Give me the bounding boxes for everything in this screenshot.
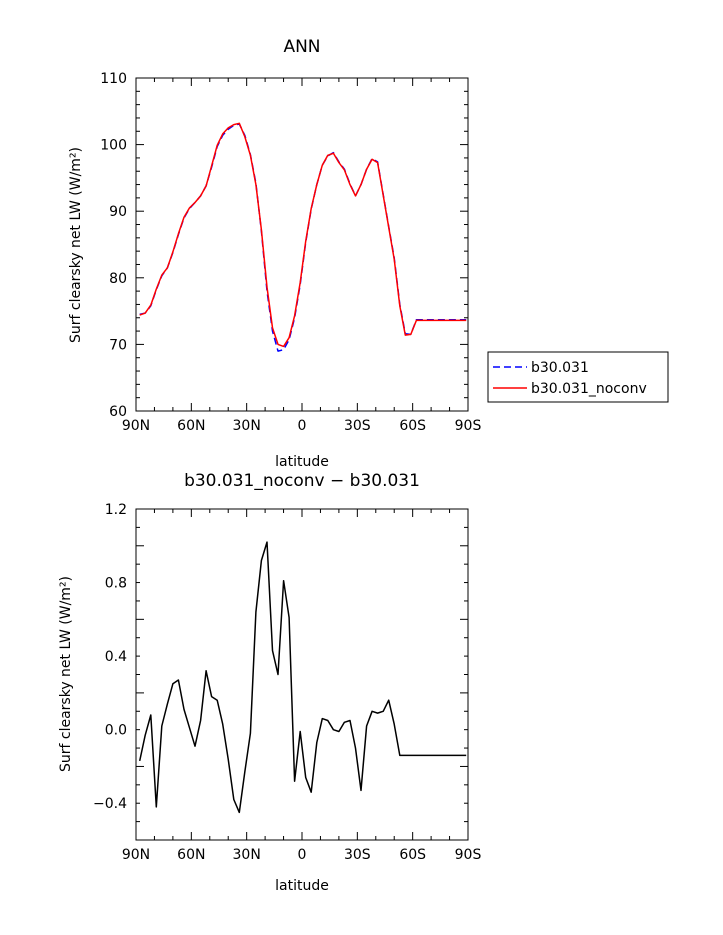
- y-tick-label: 0.0: [105, 723, 127, 739]
- y-tick-label: 0.8: [105, 576, 127, 592]
- panel-annual-mean: ANN 90N 60N 30N 0 30S 60S 90S 60 70 80 90 100 110 la…: [68, 37, 669, 470]
- x-tick-label: 0: [298, 847, 307, 863]
- y-tick-label: 0.4: [105, 649, 127, 665]
- x-tick-label: 0: [298, 418, 307, 434]
- plot-frame: [135, 77, 469, 412]
- x-tick-label: 90S: [455, 847, 482, 863]
- panel-difference: b30.031_noconv − b30.031 90N 60N 30N 0 30S 60…: [58, 471, 481, 894]
- x-tick-label: 60S: [399, 418, 426, 434]
- x-tick-label: 30S: [344, 847, 371, 863]
- x-tick-label: 90N: [122, 847, 150, 863]
- x-tick-label: 60N: [177, 847, 205, 863]
- x-tick-label: 30N: [233, 418, 261, 434]
- y-tick-label: 1.2: [105, 502, 127, 518]
- y-axis-label: Surf clearsky net LW (W/m²): [58, 576, 74, 772]
- legend: b30.031 b30.031_noconv: [487, 351, 669, 403]
- plot-frame: [135, 508, 469, 841]
- chart-title: ANN: [283, 37, 320, 57]
- legend-box: [487, 351, 669, 403]
- y-tick-label: 100: [100, 138, 127, 154]
- chart-title: b30.031_noconv − b30.031: [184, 471, 420, 491]
- legend-label-b30-031-noconv: b30.031_noconv: [531, 381, 647, 397]
- y-tick-label: 110: [100, 71, 127, 87]
- x-tick-label: 90N: [122, 418, 150, 434]
- y-axis-label: Surf clearsky net LW (W/m²): [68, 147, 84, 343]
- x-tick-label: 30N: [233, 847, 261, 863]
- x-axis-label: latitude: [275, 454, 329, 470]
- y-tick-label: 70: [109, 337, 127, 353]
- x-tick-label: 90S: [455, 418, 482, 434]
- series-line-difference: [138, 541, 467, 814]
- plot-area: 90N 60N 30N 0 30S 60S 90S 60 70 80 90 100 110: [100, 71, 481, 434]
- series-line-b30-031: [139, 123, 467, 352]
- x-tick-label: 60N: [177, 418, 205, 434]
- legend-label-b30-031: b30.031: [531, 360, 589, 376]
- plot-area: 90N 60N 30N 0 30S 60S 90S −0.4 0.0 0.4 0.8 1.2: [93, 502, 481, 863]
- y-tick-label: 90: [109, 204, 127, 220]
- y-tick-label: 60: [109, 404, 127, 420]
- series-line-b30-031-noconv: [139, 122, 467, 348]
- x-tick-label: 30S: [344, 418, 371, 434]
- y-tick-label: −0.4: [93, 796, 127, 812]
- y-tick-label: 80: [109, 271, 127, 287]
- x-axis-label: latitude: [275, 878, 329, 894]
- x-tick-label: 60S: [399, 847, 426, 863]
